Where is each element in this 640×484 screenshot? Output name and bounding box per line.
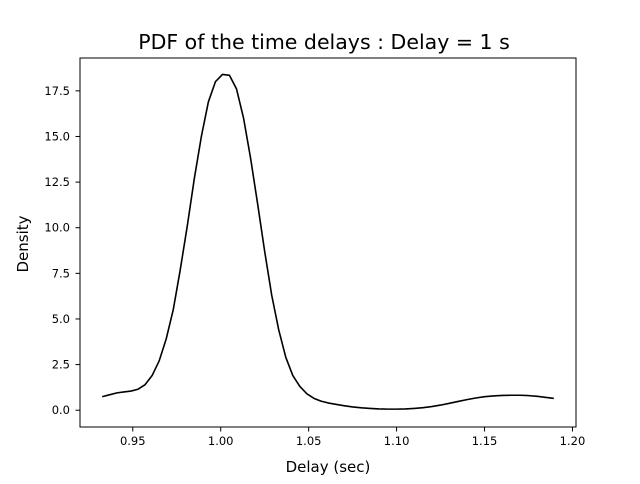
pdf-line (102, 73, 554, 410)
y-tick-label: 0.0 (52, 403, 70, 417)
x-tick-label: 0.95 (120, 434, 146, 448)
x-axis-label: Delay (sec) (286, 458, 371, 476)
x-tick-label: 1.20 (560, 434, 586, 448)
chart-title: PDF of the time delays : Delay = 1 s (138, 30, 510, 54)
series-layer (102, 73, 554, 410)
y-tick-label: 2.5 (52, 358, 70, 372)
y-axis-label: Density (14, 215, 32, 272)
x-tick-label: 1.05 (296, 434, 322, 448)
y-tick-label: 5.0 (52, 312, 70, 326)
y-tick-label: 15.0 (44, 129, 70, 143)
axis-ticks: 0.95 1.00 1.05 1.10 1.15 1.20 0.0 2.5 5.0 7.5 10.0… (44, 84, 585, 448)
x-tick-label: 1.15 (472, 434, 498, 448)
x-tick-label: 1.00 (208, 434, 234, 448)
y-tick-label: 12.5 (44, 175, 70, 189)
y-tick-label: 7.5 (52, 266, 70, 280)
x-tick-label: 1.10 (384, 434, 410, 448)
plot-frame (79, 57, 577, 428)
y-tick-label: 17.5 (44, 84, 70, 98)
y-tick-label: 10.0 (44, 221, 70, 235)
